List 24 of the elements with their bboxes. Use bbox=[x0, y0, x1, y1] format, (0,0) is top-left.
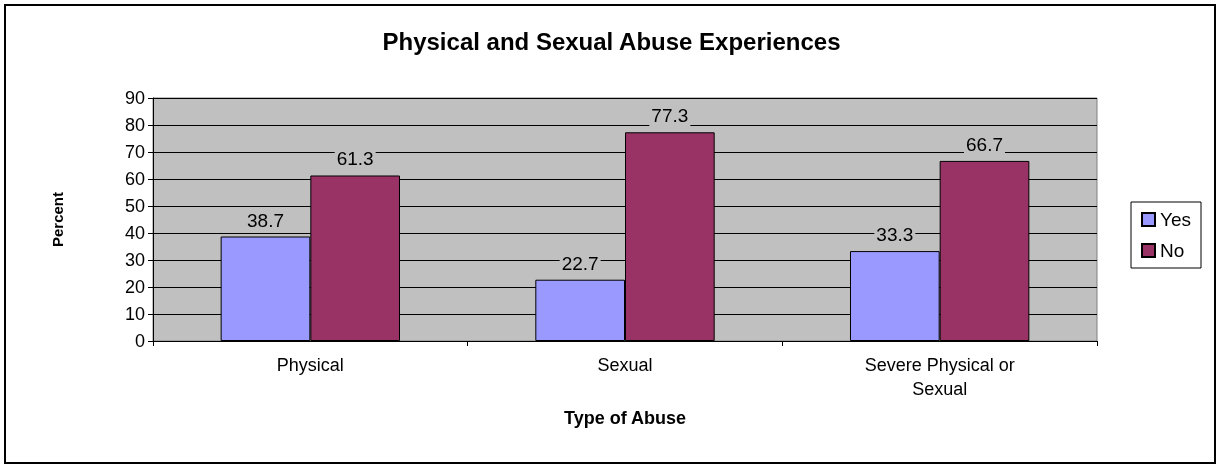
data-label: 22.7 bbox=[561, 252, 599, 274]
chart-title: Physical and Sexual Abuse Experiences bbox=[382, 27, 841, 55]
data-label: 33.3 bbox=[876, 224, 914, 246]
y-tick-label: 0 bbox=[134, 331, 145, 351]
data-label: 77.3 bbox=[651, 105, 689, 127]
data-label: 38.7 bbox=[247, 209, 284, 231]
y-axis-title: Percent bbox=[49, 191, 66, 248]
data-label: 61.3 bbox=[336, 148, 374, 170]
y-tick-label: 30 bbox=[124, 250, 145, 270]
legend-label: No bbox=[1160, 240, 1185, 261]
y-tick-label: 90 bbox=[124, 88, 145, 108]
y-tick-label: 10 bbox=[124, 304, 145, 324]
legend-label: Yes bbox=[1160, 209, 1191, 230]
y-tick-label: 70 bbox=[124, 142, 145, 162]
data-label: 66.7 bbox=[966, 133, 1003, 155]
y-tick-label: 40 bbox=[124, 223, 145, 243]
x-tick-label: Severe Physical or Sexual bbox=[864, 355, 1015, 399]
x-axis-title: Type of Abuse bbox=[563, 408, 687, 428]
y-tick-label: 80 bbox=[124, 115, 145, 135]
y-tick-label: 20 bbox=[124, 277, 145, 297]
y-tick-label: 50 bbox=[124, 196, 145, 216]
x-tick-label: Sexual bbox=[597, 355, 653, 375]
x-tick-label: Physical bbox=[276, 355, 344, 375]
y-tick-label: 60 bbox=[124, 169, 145, 189]
